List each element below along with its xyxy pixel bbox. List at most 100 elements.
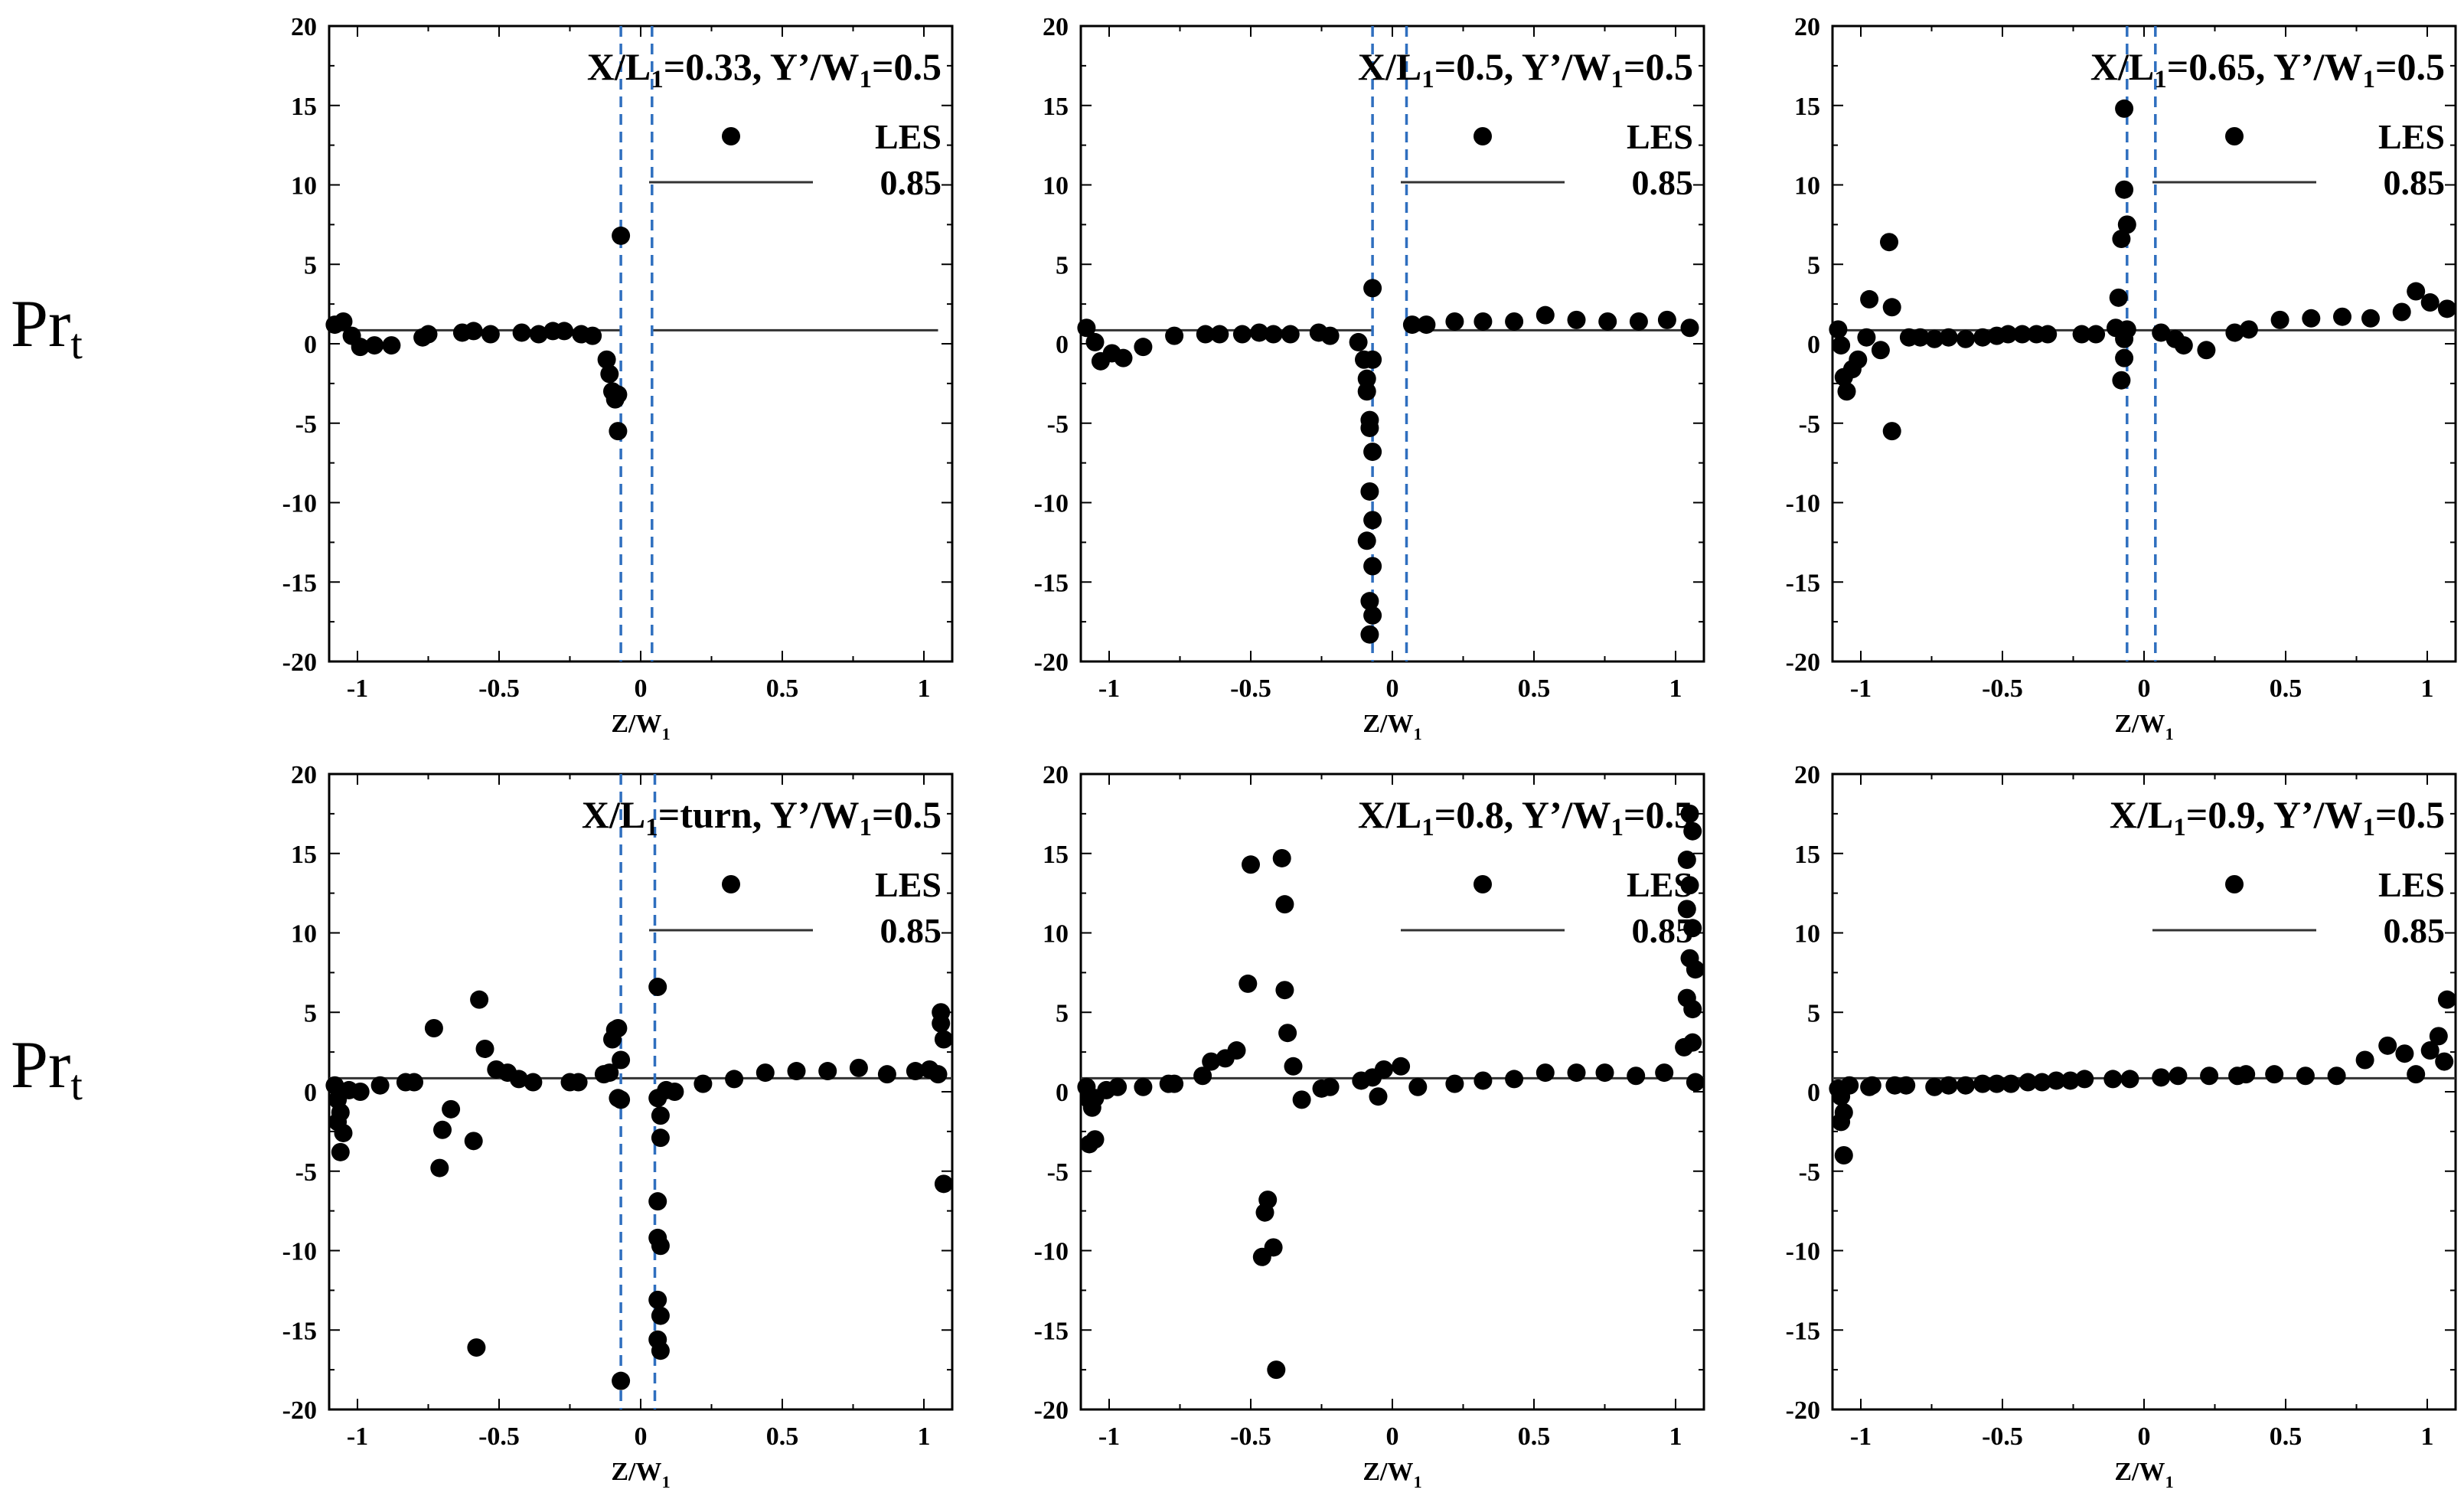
data-point [1292,1090,1311,1109]
data-point [1193,1066,1212,1086]
data-point [1880,233,1898,252]
data-point [1417,315,1436,335]
y-tick-label: -20 [1034,1396,1069,1425]
y-tick-label: 0 [1807,1079,1820,1107]
chart-panel-4: 20 15 10 5 0 -5 -10 -15 -20 -1 -0.5 0 0.5 1 Z/W1 X/L1=t… [282,761,954,1491]
data-point [2117,215,2136,234]
data-point [1281,325,1300,344]
data-point [370,1076,390,1095]
data-point [430,1158,449,1177]
data-point [1871,341,1890,360]
data-point [2174,336,2193,355]
y-tick-label: 10 [1043,172,1069,201]
data-point [2392,302,2411,322]
x-axis-label: Z/W1 [611,710,670,743]
y-tick-label: -20 [282,1396,317,1425]
data-point [1680,876,1699,895]
data-point [1085,332,1105,351]
data-point [609,422,628,441]
data-point [2437,990,2456,1009]
data-point [2115,348,2134,367]
data-point [906,1062,925,1081]
y-tick-label: -10 [1034,490,1069,518]
data-point [1402,315,1421,335]
data-point [694,1074,713,1093]
data-point [475,1039,494,1058]
y-tick-label: 0 [1807,331,1820,359]
x-tick-label: 0 [1386,1422,1399,1451]
data-point [1925,1077,1944,1096]
data-point [2019,1073,2038,1092]
y-tick-label: -15 [1786,569,1820,597]
data-point [665,1083,684,1101]
data-point [424,1019,443,1037]
data-point [2152,1068,2171,1087]
data-point [2197,341,2216,360]
x-tick-label: 0.5 [766,1422,799,1451]
data-point [612,1050,631,1070]
data-point [1165,1074,1184,1093]
data-point [1258,1191,1278,1210]
y-tick-label: -20 [1786,1396,1820,1425]
data-point [2120,1070,2139,1089]
panel-title: X/L1=turn, Y’/W1=0.5 [582,793,942,841]
data-point [2239,320,2258,339]
data-point [1832,336,1851,355]
data-point [1862,1076,1881,1095]
y-tick-label: 20 [1043,761,1069,789]
data-point [1363,606,1382,625]
data-point [651,1106,670,1125]
x-tick-label: -0.5 [1982,1422,2023,1451]
panel-title: X/L1=0.8, Y’/W1=0.5 [1358,793,1693,841]
legend-label-les: LES [2378,865,2445,904]
x-tick-label: 1 [1669,674,1682,703]
data-point [1363,511,1382,530]
data-point [2112,371,2131,390]
row-label-bottom: Prt [11,1028,83,1109]
data-point [1392,1057,1411,1076]
data-point [651,1341,670,1360]
data-point [1239,974,1258,993]
data-point [1360,592,1379,611]
data-point [787,1062,806,1081]
y-tick-label: -5 [1799,410,1820,439]
data-point [1882,298,1901,317]
y-tick-label: 10 [1794,172,1820,201]
data-point [2420,293,2440,312]
legend-marker [1474,875,1492,893]
data-point [1956,329,1975,348]
data-point [419,325,438,344]
x-tick-label: 1 [2421,1422,2434,1451]
y-tick-label: -5 [295,410,317,439]
legend-label-les: LES [1627,865,1693,904]
data-point [1939,1076,1958,1095]
data-point [934,1174,953,1194]
y-tick-label: 10 [1043,920,1069,949]
y-tick-label: -15 [1034,1317,1069,1345]
data-point [1284,1057,1303,1076]
y-tick-label: 20 [291,13,317,41]
y-tick-label: -5 [1047,410,1069,439]
x-tick-label: -1 [1098,674,1120,703]
data-point [1857,328,1876,347]
data-point [600,364,619,384]
y-tick-label: 0 [1056,1079,1069,1107]
data-point [2355,1050,2374,1070]
data-point [2012,325,2032,344]
data-point [1320,326,1340,345]
data-point [609,1019,628,1037]
data-point [756,1063,775,1083]
data-point [2429,1027,2448,1046]
data-point [1275,981,1294,1000]
data-point [2032,1073,2051,1092]
data-point [1374,1060,1393,1079]
data-point [2361,309,2380,328]
x-tick-label: 1 [918,1422,931,1451]
data-point [2061,1071,2080,1090]
data-point [1134,338,1153,357]
data-point [1598,312,1617,331]
data-point [1278,1024,1297,1043]
data-point [612,226,631,245]
y-tick-label: 5 [1807,999,1820,1027]
data-point [877,1065,896,1084]
